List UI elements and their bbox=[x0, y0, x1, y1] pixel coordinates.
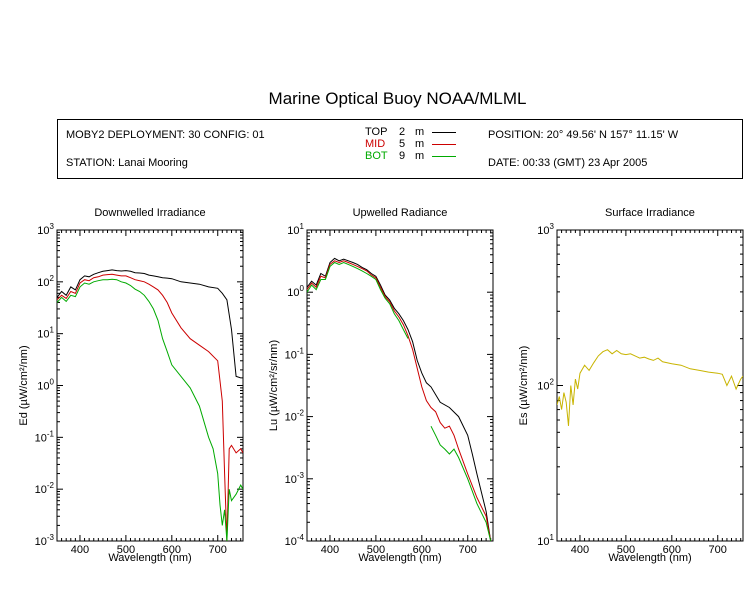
legend-mid-name: MID bbox=[365, 138, 386, 150]
series-es-line bbox=[557, 349, 743, 426]
legend-top-unit: m bbox=[415, 126, 425, 138]
y-axis-label: Ed (µW/cm²/nm) bbox=[18, 345, 30, 425]
x-axis-label: Wavelength (nm) bbox=[108, 552, 191, 564]
deployment-text: MOBY2 DEPLOYMENT: 30 CONFIG: 01 bbox=[66, 129, 265, 141]
legend-bot-swatch bbox=[432, 156, 456, 157]
legend-top-depth: 2 bbox=[399, 126, 406, 138]
plot-frame bbox=[306, 229, 494, 542]
x-tick-label: 500 bbox=[367, 544, 385, 556]
x-tick-label: 500 bbox=[617, 544, 635, 556]
x-axis-label: Wavelength (nm) bbox=[358, 552, 441, 564]
legend-bot-name: BOT bbox=[365, 150, 388, 162]
legend-top-name: TOP bbox=[365, 126, 388, 138]
x-axis-label: Wavelength (nm) bbox=[608, 552, 691, 564]
y-tick-label: 102 bbox=[37, 274, 54, 289]
x-tick-label: 400 bbox=[571, 544, 589, 556]
y-tick-label: 10-3 bbox=[285, 471, 305, 486]
plot-frame bbox=[556, 229, 744, 542]
series-bot-line bbox=[307, 261, 409, 339]
chart-title: Surface Irradiance bbox=[605, 207, 695, 219]
y-tick-label: 101 bbox=[537, 533, 554, 548]
y-tick-label: 103 bbox=[537, 222, 554, 237]
series-mid-line bbox=[57, 273, 243, 541]
y-tick-label: 10-4 bbox=[285, 533, 305, 548]
series-top-line bbox=[57, 269, 243, 379]
y-tick-label: 10-1 bbox=[35, 429, 55, 444]
y-tick-label: 10-2 bbox=[285, 409, 305, 424]
station-text: STATION: Lanai Mooring bbox=[66, 157, 188, 169]
y-axis-label: Es (µW/cm²/nm) bbox=[518, 346, 530, 426]
x-tick-label: 600 bbox=[163, 544, 181, 556]
y-tick-label: 102 bbox=[537, 378, 554, 393]
series-mid-line bbox=[307, 260, 492, 541]
x-tick-label: 500 bbox=[117, 544, 135, 556]
legend-mid-depth: 5 bbox=[399, 138, 406, 150]
x-tick-label: 700 bbox=[459, 544, 477, 556]
page-title: Marine Optical Buoy NOAA/MLML bbox=[268, 89, 527, 108]
series-top-line bbox=[307, 257, 492, 541]
chart-title: Upwelled Radiance bbox=[353, 207, 448, 219]
x-tick-label: 600 bbox=[413, 544, 431, 556]
y-tick-label: 101 bbox=[37, 326, 54, 341]
info-box: MOBY2 DEPLOYMENT: 30 CONFIG: 01 STATION:… bbox=[57, 119, 743, 179]
y-tick-label: 10-3 bbox=[35, 533, 55, 548]
y-tick-label: 101 bbox=[287, 222, 304, 237]
y-tick-label: 10-1 bbox=[285, 346, 305, 361]
date-text: DATE: 00:33 (GMT) 23 Apr 2005 bbox=[488, 157, 648, 169]
y-tick-label: 103 bbox=[37, 222, 54, 237]
legend-mid-unit: m bbox=[415, 138, 425, 150]
x-tick-label: 400 bbox=[321, 544, 339, 556]
legend-bot-unit: m bbox=[415, 150, 425, 162]
legend-top-swatch bbox=[432, 132, 456, 133]
y-tick-label: 100 bbox=[37, 378, 54, 393]
legend-bot-depth: 9 bbox=[399, 150, 406, 162]
series-bot-line bbox=[430, 425, 492, 541]
legend-mid-swatch bbox=[432, 144, 456, 145]
plot-frame bbox=[56, 229, 244, 542]
y-tick-label: 10-2 bbox=[35, 481, 55, 496]
x-tick-label: 600 bbox=[663, 544, 681, 556]
series-bot-line bbox=[57, 278, 243, 541]
x-tick-label: 700 bbox=[709, 544, 727, 556]
chart-0: Downwelled Irradiance 400 500 600 700 10-3 10-… bbox=[18, 207, 244, 564]
y-axis-label: Lu (µW/cm²/sr/nm) bbox=[268, 340, 280, 431]
position-text: POSITION: 20° 49.56' N 157° 11.15' W bbox=[488, 129, 679, 141]
y-tick-label: 100 bbox=[287, 284, 304, 299]
chart-1: Upwelled Radiance 400 500 600 700 10-4 10-3 10-… bbox=[268, 207, 494, 564]
chart-2: Surface Irradiance 400 500 600 700 101 102 103 W… bbox=[518, 207, 744, 564]
x-tick-label: 700 bbox=[209, 544, 227, 556]
chart-title: Downwelled Irradiance bbox=[94, 207, 205, 219]
x-tick-label: 400 bbox=[71, 544, 89, 556]
